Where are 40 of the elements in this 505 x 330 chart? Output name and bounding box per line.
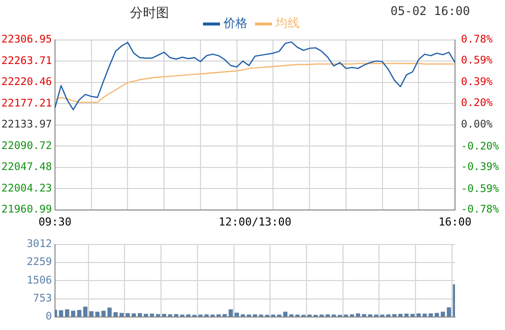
- bar: [446, 307, 452, 316]
- y2-tick-label: 0.59%: [461, 54, 494, 66]
- y-tick-label: 3012: [26, 238, 52, 250]
- y-tick-label: 22306.95: [1, 34, 52, 46]
- y-tick-label: 22220.46: [1, 76, 52, 88]
- y-tick-label: 22090.72: [1, 140, 52, 152]
- bar: [101, 310, 106, 316]
- bar: [150, 314, 154, 316]
- y2-tick-label: 0.78%: [461, 34, 494, 46]
- y-tick-label: 22133.97: [1, 118, 52, 131]
- bar: [113, 312, 118, 316]
- y-tick-label: 0: [46, 310, 52, 323]
- text: 05-02 16:00: [390, 4, 470, 18]
- y-tick-label: 22263.71: [1, 54, 52, 67]
- y2-tick-label: -0.59%: [461, 182, 500, 195]
- y2-tick-label: -0.20%: [461, 140, 500, 152]
- y2-tick-label: 0.20%: [461, 96, 494, 109]
- bar: [404, 314, 409, 316]
- y2-tick-label: -0.78%: [461, 204, 500, 216]
- y-tick-label: 22047.48: [1, 161, 52, 174]
- legend-label: 价格: [222, 16, 248, 30]
- y2-tick-label: -0.39%: [461, 161, 500, 174]
- bar: [107, 308, 112, 316]
- y-tick-label: 21960.99: [1, 204, 52, 216]
- bar: [356, 313, 360, 316]
- y-tick-label: 22177.21: [1, 97, 52, 110]
- y-tick-label: 2259: [26, 256, 52, 268]
- chart-title: 分时图: [130, 5, 169, 22]
- legend-label: 均线: [274, 16, 300, 30]
- y-tick-label: 753: [33, 292, 52, 305]
- y-tick-label: 1506: [26, 274, 52, 286]
- y-tick-label: 22004.23: [1, 182, 52, 194]
- y2-tick-label: 0.39%: [461, 76, 494, 88]
- bar: [440, 312, 445, 316]
- x-tick-label: 09:30: [38, 215, 72, 228]
- y2-tick-label: 0.00%: [461, 118, 494, 131]
- bar: [95, 312, 100, 316]
- x-tick-label: 12:00/13:00: [218, 215, 292, 228]
- x-tick-label: 16:00: [438, 215, 472, 228]
- bar: [65, 309, 70, 316]
